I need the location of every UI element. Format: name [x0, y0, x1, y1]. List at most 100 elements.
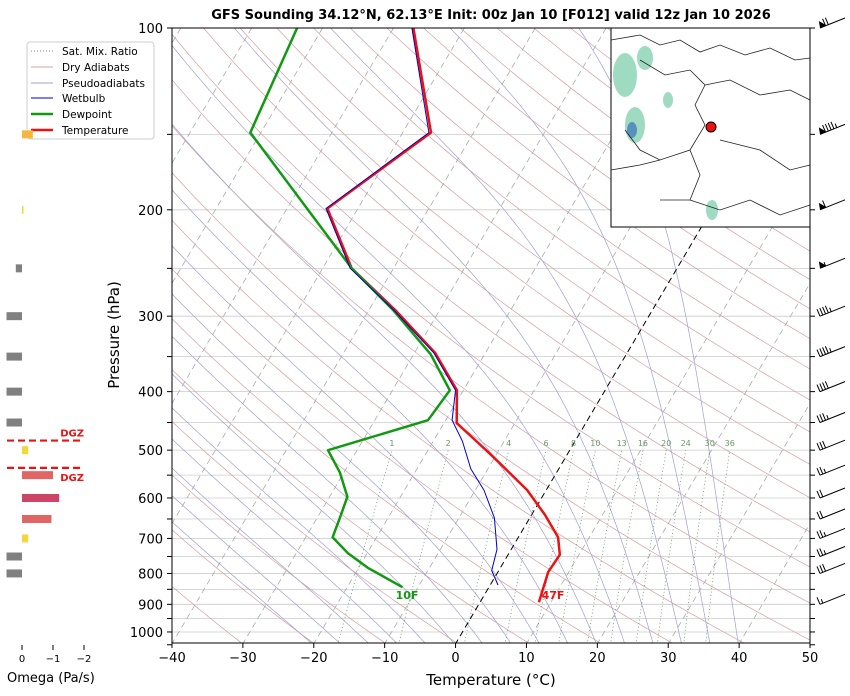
mixing-ratio-label: 30: [705, 439, 715, 448]
y-tick-label: 600: [138, 492, 163, 507]
barb-half: [821, 599, 823, 603]
barb-line: [823, 347, 826, 354]
mixing-ratio-label: 6: [543, 439, 548, 448]
wind-barb: [817, 306, 845, 316]
omega-bar: [22, 206, 24, 214]
barb-line: [817, 350, 820, 357]
barb-line: [820, 530, 823, 537]
x-tick-label: 10: [518, 651, 535, 666]
barb-line: [820, 548, 823, 555]
barb-line: [823, 382, 826, 389]
x-tick-label: −20: [300, 651, 327, 666]
x-tick-label: 20: [589, 651, 606, 666]
barb-line: [817, 550, 820, 557]
barb-line: [823, 307, 826, 314]
barb-line: [820, 384, 823, 391]
omega-tick-label: 0: [19, 654, 25, 665]
dgz-label: DGZ: [60, 473, 84, 484]
mixing-ratio-line: [611, 450, 644, 645]
wind-barbs: [817, 18, 845, 605]
mixing-ratio-line: [684, 450, 710, 645]
omega-bar: [7, 553, 23, 561]
x-tick-label: −10: [371, 651, 398, 666]
x-tick-label: 40: [731, 651, 748, 666]
x-tick-label: 50: [802, 651, 819, 666]
omega-tick-label: −1: [46, 654, 61, 665]
mixing-ratio-line: [399, 450, 449, 645]
x-tick-label: 30: [660, 651, 677, 666]
barb-line: [828, 123, 831, 130]
barb-staff: [820, 382, 845, 392]
wind-barb: [819, 18, 845, 28]
mixing-ratio-line: [636, 450, 666, 645]
mixing-ratio-label: 1: [389, 439, 394, 448]
barb-half: [824, 532, 826, 536]
barb-line: [820, 490, 823, 497]
barb-line: [817, 597, 820, 604]
mixing-ratio-label: 20: [661, 439, 671, 448]
legend-sat-mix-ratio: Sat. Mix. Ratio: [62, 46, 138, 58]
wind-barb: [817, 381, 845, 391]
y-tick-label: 1000: [130, 626, 163, 641]
wind-barb: [817, 488, 845, 498]
mixing-ratio-line: [559, 450, 596, 645]
barb-line: [820, 348, 823, 355]
barb-line: [820, 565, 823, 572]
y-tick-label: 200: [138, 204, 163, 219]
omega-bar: [7, 353, 23, 361]
y-tick-label: 800: [138, 567, 163, 582]
x-tick-label: 0: [451, 651, 459, 666]
omega-bar: [22, 446, 28, 454]
x-tick-label: −40: [158, 651, 185, 666]
mixing-ratio-label: 8: [571, 439, 576, 448]
barb-line: [820, 467, 823, 474]
barb-half: [830, 348, 832, 352]
omega-bar: [7, 419, 23, 427]
omega-bar: [22, 534, 28, 542]
barb-line: [817, 309, 820, 316]
barb-staff: [820, 528, 845, 538]
legend-wetbulb: Wetbulb: [62, 93, 106, 105]
dgz-label: DGZ: [60, 429, 84, 440]
omega-bar: [7, 569, 23, 577]
pseudoadiabat: [158, 28, 625, 645]
barb-line: [823, 441, 826, 448]
mixing-ratio-label: 2: [446, 439, 451, 448]
wind-barb: [817, 509, 845, 519]
legend-temperature: Temperature: [61, 125, 129, 137]
y-tick-label: 500: [138, 444, 163, 459]
wind-barb: [817, 594, 845, 604]
legend-dry-adiabats: Dry Adiabats: [62, 62, 130, 74]
omega-bar: [22, 130, 33, 138]
y-tick-label: 900: [138, 598, 163, 613]
barb-line: [817, 443, 820, 450]
barb-line: [831, 122, 834, 129]
chart-title: GFS Sounding 34.12°N, 62.13°E Init: 00z …: [211, 8, 771, 23]
inset-map: [611, 28, 810, 227]
wind-barb: [817, 547, 845, 557]
wind-barb: [817, 528, 845, 538]
barb-staff: [820, 594, 845, 604]
wind-barb: [819, 122, 845, 135]
omega-bar: [16, 264, 22, 272]
barb-staff: [820, 18, 845, 28]
barb-line: [823, 413, 826, 420]
wind-barb: [817, 346, 845, 356]
barb-half: [830, 308, 832, 312]
barb-line: [825, 306, 828, 313]
omega-bar: [22, 471, 53, 479]
omega-panel: DGZ DGZ 0 −1 −2: [7, 130, 92, 665]
legend-dewpoint: Dewpoint: [62, 109, 112, 121]
barb-half: [835, 124, 837, 128]
barb-line: [817, 531, 820, 538]
wind-barb: [817, 440, 845, 450]
omega-tick-label: −2: [77, 654, 92, 665]
barb-half: [824, 550, 826, 554]
x-axis-label: Temperature (°C): [425, 671, 555, 689]
barb-staff: [820, 347, 845, 357]
wind-barb: [817, 465, 845, 475]
barb-line: [825, 346, 828, 353]
barb-staff: [820, 306, 845, 316]
y-axis-label: Pressure (hPa): [105, 281, 123, 389]
